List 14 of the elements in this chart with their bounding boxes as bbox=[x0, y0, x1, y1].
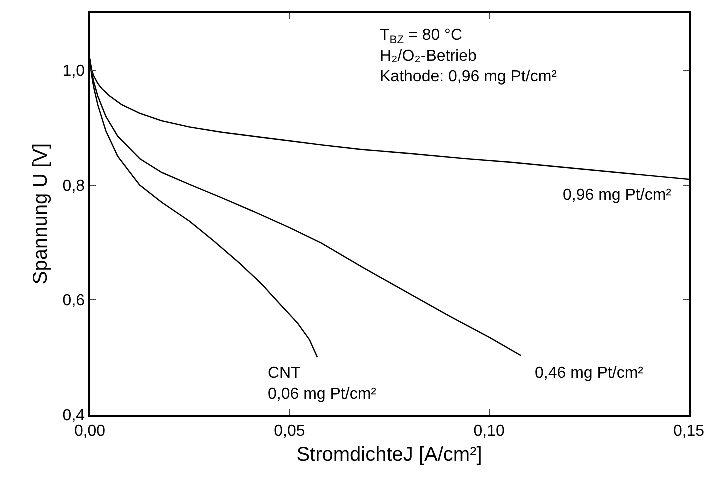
y-tick-label: 0,6 bbox=[62, 292, 86, 310]
annotation: 0,46 mg Pt/cm² bbox=[535, 365, 644, 382]
y-tick-label: 0,8 bbox=[62, 178, 86, 195]
y-tick-label: 0,4 bbox=[62, 408, 86, 425]
x-tick-label: 0,10 bbox=[474, 422, 505, 440]
y-axis-title: Spannung U [V] bbox=[30, 143, 52, 285]
y-tick-label: 1,0 bbox=[62, 63, 86, 80]
x-tick-label: 0,00 bbox=[74, 422, 106, 440]
x-tick-label: 0,05 bbox=[274, 422, 306, 440]
annotation: 0,96 mg Pt/cm² bbox=[563, 187, 672, 204]
x-axis-title: StromdichteJ [A/cm²] bbox=[296, 444, 482, 466]
x-tick-label: 0,15 bbox=[673, 422, 705, 440]
annotation: CNT 0,06 mg Pt/cm² bbox=[268, 365, 378, 403]
annotation: T$_{BZ}$ = 80 °C H₂/O₂-Betrieb Kathode: 0,96 mg Pt/cm² bbox=[380, 27, 558, 86]
